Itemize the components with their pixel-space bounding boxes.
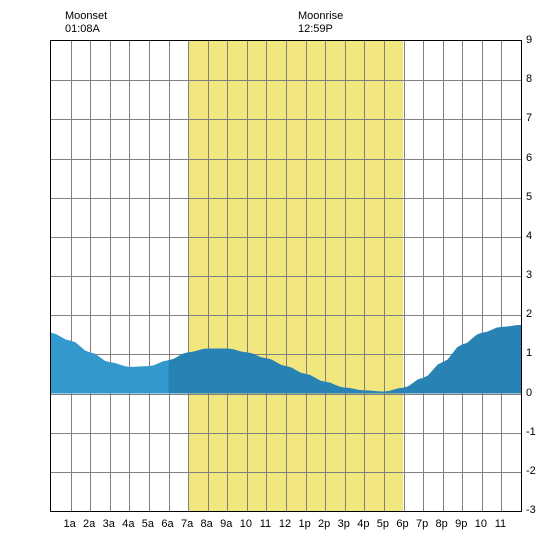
y-tick-label: -2 <box>526 465 536 477</box>
y-tick-label: -3 <box>526 504 536 516</box>
x-tick-label: 5p <box>377 518 389 530</box>
y-tick-label: 5 <box>526 191 532 203</box>
y-tick-label: 6 <box>526 152 532 164</box>
x-tick-label: 10 <box>240 518 252 530</box>
tide-chart: Moonset 01:08A Moonrise 12:59P -3-2-1012… <box>10 10 540 540</box>
x-tick-label: 1p <box>298 518 310 530</box>
x-tick-label: 11 <box>495 518 506 530</box>
x-tick-label: 11 <box>260 518 271 530</box>
x-tick-label: 2a <box>83 518 95 530</box>
x-tick-label: 2p <box>318 518 330 530</box>
tide-area <box>51 41 521 511</box>
y-tick-label: 7 <box>526 112 532 124</box>
x-tick-label: 6p <box>396 518 408 530</box>
y-tick-label: 3 <box>526 269 532 281</box>
moonset-annotation: Moonset 01:08A <box>65 10 107 36</box>
x-tick-label: 9p <box>455 518 467 530</box>
moonset-time: 01:08A <box>65 23 107 36</box>
x-tick-label: 7p <box>416 518 428 530</box>
x-tick-label: 4a <box>122 518 134 530</box>
y-tick-label: 1 <box>526 347 532 359</box>
y-tick-label: 9 <box>526 34 532 46</box>
x-tick-label: 3p <box>338 518 350 530</box>
y-tick-label: 8 <box>526 73 532 85</box>
moonset-label: Moonset <box>65 10 107 23</box>
plot-area <box>50 40 522 512</box>
y-tick-label: 4 <box>526 230 532 242</box>
x-tick-label: 8a <box>201 518 213 530</box>
moonrise-label: Moonrise <box>298 10 343 23</box>
x-tick-label: 1a <box>63 518 75 530</box>
y-tick-label: 2 <box>526 308 532 320</box>
x-tick-label: 12 <box>279 518 291 530</box>
x-tick-label: 10 <box>475 518 487 530</box>
x-tick-label: 4p <box>357 518 369 530</box>
x-tick-label: 5a <box>142 518 154 530</box>
x-tick-label: 8p <box>436 518 448 530</box>
x-tick-label: 7a <box>181 518 193 530</box>
x-tick-label: 6a <box>161 518 173 530</box>
moonrise-time: 12:59P <box>298 23 343 36</box>
tide-dark <box>169 325 522 394</box>
x-tick-label: 3a <box>103 518 115 530</box>
y-tick-label: -1 <box>526 426 536 438</box>
y-tick-label: 0 <box>526 387 532 399</box>
x-tick-label: 9a <box>220 518 232 530</box>
moonrise-annotation: Moonrise 12:59P <box>298 10 343 36</box>
